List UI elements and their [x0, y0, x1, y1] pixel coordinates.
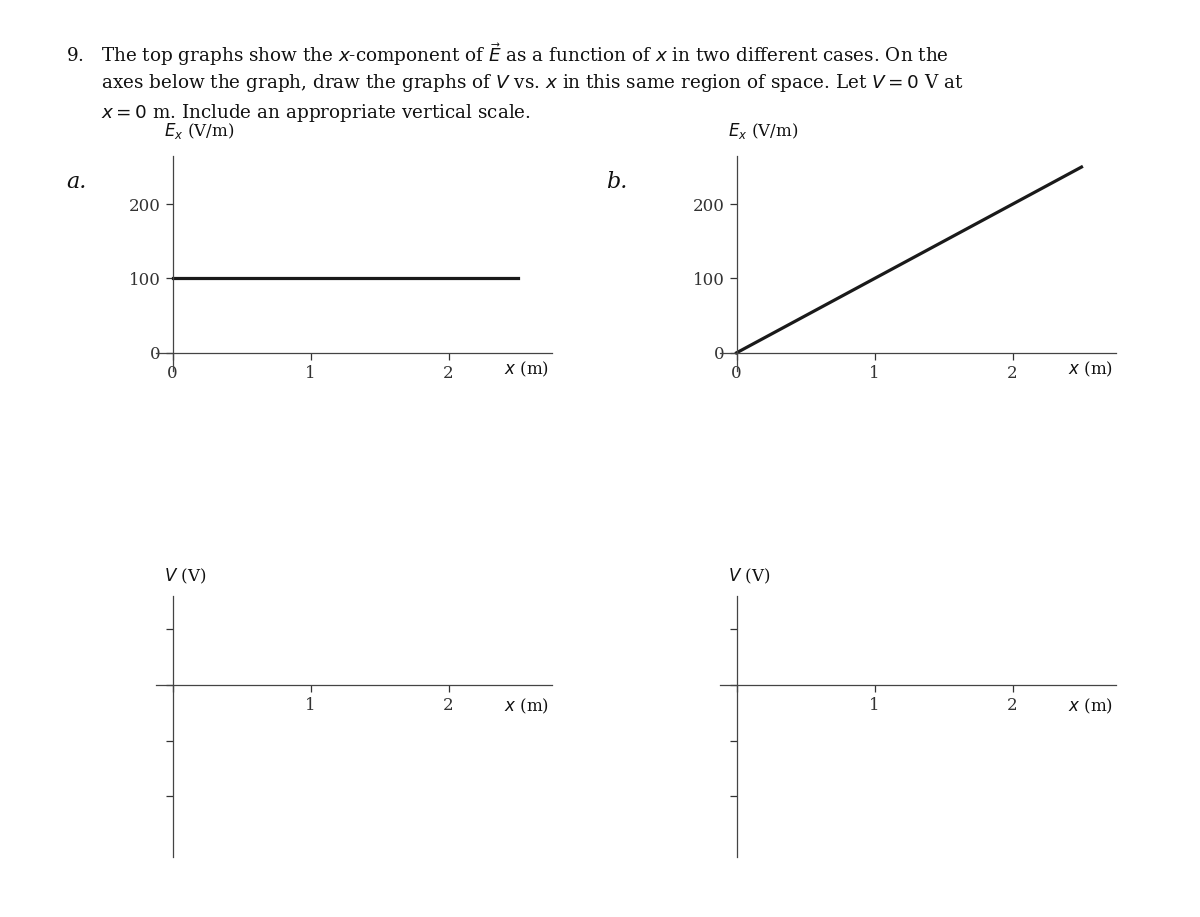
Text: $x$ (m): $x$ (m)	[1068, 359, 1114, 379]
Text: a.: a.	[66, 171, 86, 193]
Text: axes below the graph, draw the graphs of $V$ vs. $x$ in this same region of spac: axes below the graph, draw the graphs of…	[66, 72, 964, 94]
Text: $x$ (m): $x$ (m)	[504, 359, 550, 379]
Text: $x = 0$ m. Include an appropriate vertical scale.: $x = 0$ m. Include an appropriate vertic…	[66, 102, 530, 124]
Text: $V$ (V): $V$ (V)	[728, 567, 770, 586]
Text: $x$ (m): $x$ (m)	[504, 697, 550, 716]
Text: b.: b.	[606, 171, 628, 193]
Text: $E_x$ (V/m): $E_x$ (V/m)	[164, 121, 234, 141]
Text: $x$ (m): $x$ (m)	[1068, 697, 1114, 716]
Text: $V$ (V): $V$ (V)	[164, 567, 206, 586]
Text: $E_x$ (V/m): $E_x$ (V/m)	[728, 121, 798, 141]
Text: 9.   The top graphs show the $x$-component of $\vec{E}$ as a function of $x$ in : 9. The top graphs show the $x$-component…	[66, 41, 949, 68]
